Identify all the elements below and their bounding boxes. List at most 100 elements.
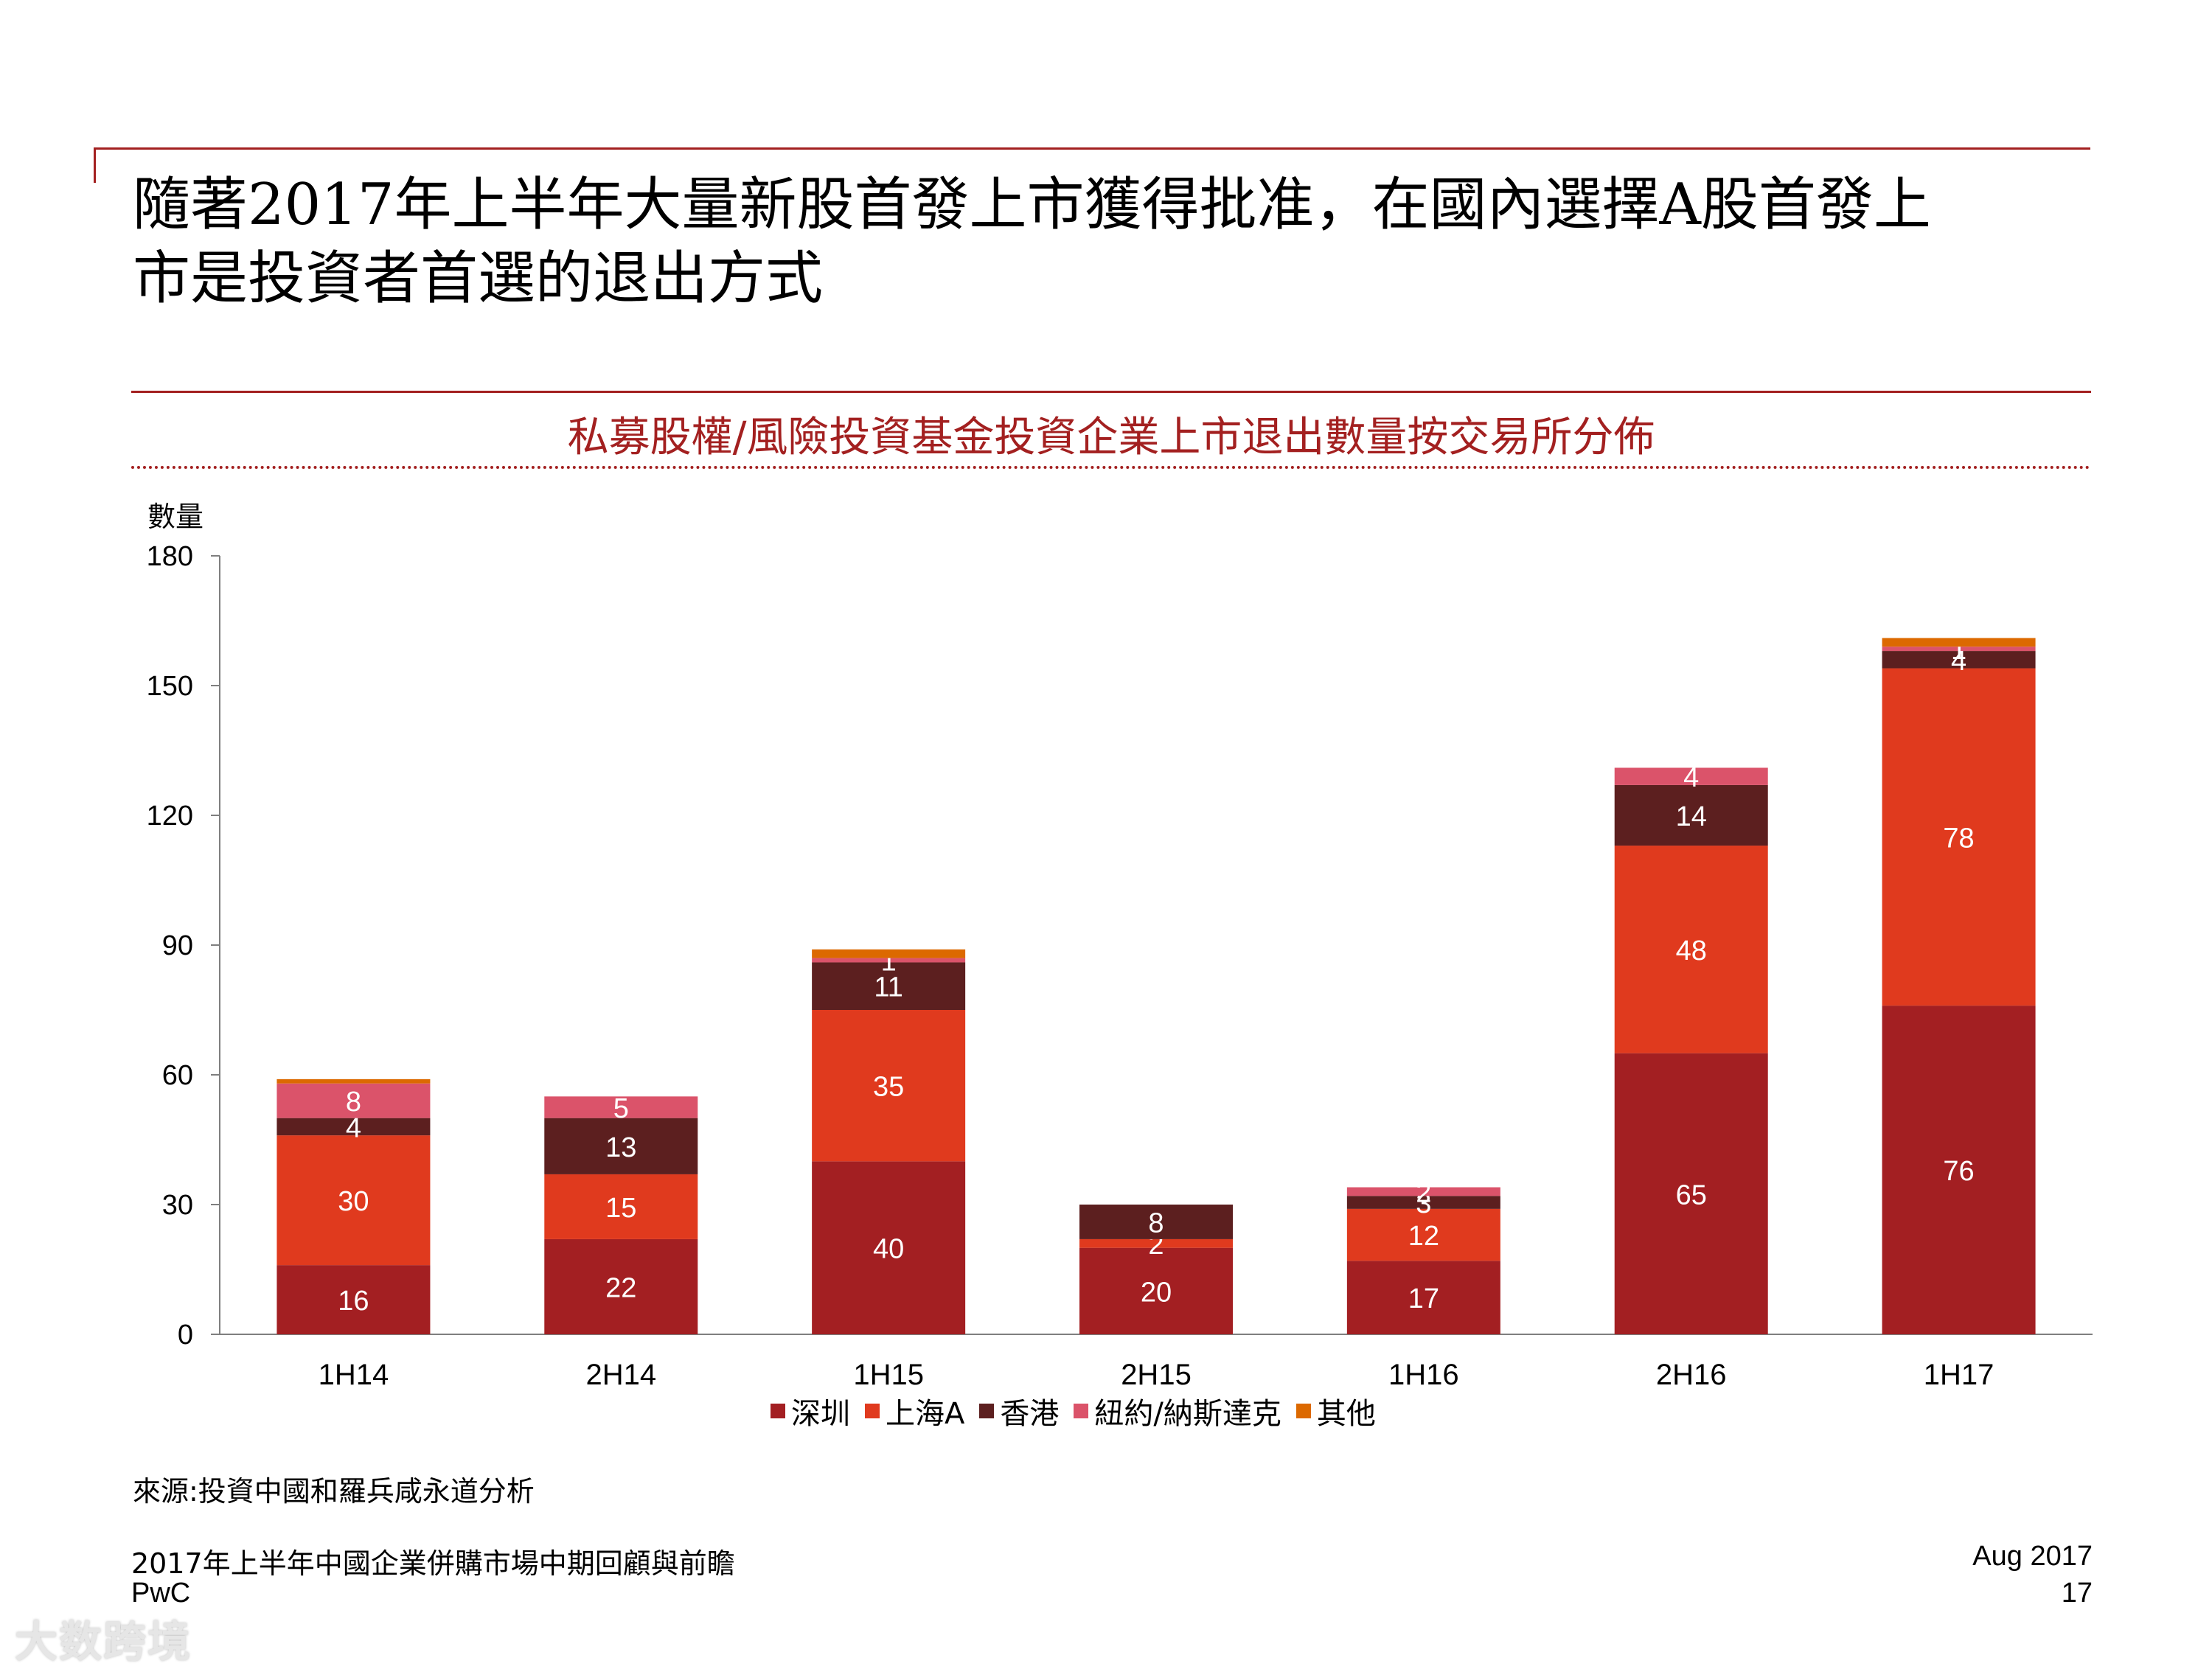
legend-swatch [771, 1404, 785, 1418]
bar-segment [1346, 1208, 1500, 1261]
data-label: 13 [605, 1132, 636, 1163]
x-tick-label: 1H17 [1924, 1359, 1994, 1391]
data-label: 15 [605, 1193, 636, 1224]
y-tick-label: 0 [178, 1320, 193, 1351]
data-label: 14 [1676, 801, 1707, 832]
y-tick-label: 60 [162, 1060, 193, 1091]
bar-segment [276, 1083, 431, 1118]
data-label: 8 [1148, 1208, 1164, 1238]
data-label: 20 [1141, 1277, 1172, 1308]
y-tick-label: 30 [162, 1190, 193, 1221]
bar-segment [812, 962, 966, 1010]
bar-segment [544, 1096, 698, 1118]
bar-segment [1882, 1006, 2036, 1334]
chart-legend: 深圳 上海A 香港 紐約/納斯達克 其他 [771, 1390, 1376, 1432]
header-rule-top [94, 147, 2090, 150]
data-label: 30 [338, 1186, 369, 1217]
data-label: 12 [1408, 1221, 1439, 1252]
bar-segment [544, 1174, 698, 1239]
legend-swatch [865, 1404, 880, 1418]
legend-item: 其他 [1295, 1390, 1376, 1432]
headline-line-1: 隨著2017年上半年大量新股首發上市獲得批准，在國內選擇A股首發上 [133, 172, 1931, 238]
bar-segment [1882, 638, 2036, 647]
data-label: 48 [1676, 935, 1707, 966]
x-tick-label: 1H15 [853, 1359, 924, 1391]
x-tick-label: 1H14 [319, 1359, 389, 1391]
footer-company: PwC [131, 1578, 191, 1609]
bar-segment [1346, 1261, 1500, 1334]
x-tick-label: 2H16 [1656, 1359, 1727, 1391]
bar-segment [1614, 846, 1768, 1053]
bar-segment [1882, 647, 2036, 652]
legend-label: 深圳 [791, 1397, 850, 1431]
y-tick-label: 150 [147, 671, 193, 702]
data-label: 4 [346, 1112, 361, 1143]
bar-segment [812, 1010, 966, 1162]
chart-title: 私募股權/風險投資基金投資企業上市退出數量按交易所分佈 [567, 414, 1655, 461]
data-label: 16 [338, 1286, 369, 1317]
data-label: 22 [605, 1272, 636, 1303]
legend-swatch [1074, 1404, 1089, 1418]
legend-label: 香港 [1000, 1397, 1060, 1431]
data-label: 2 [1416, 1177, 1431, 1208]
data-label: 35 [873, 1072, 904, 1103]
bar-segment [1614, 1053, 1768, 1334]
headline-line-2: 市是投資者首選的退出方式 [133, 245, 824, 312]
bar-segment [1614, 767, 1768, 785]
data-label: 11 [874, 972, 902, 1003]
data-label: 5 [613, 1093, 629, 1124]
data-label: 4 [1683, 762, 1699, 793]
legend-item: 上海A [865, 1390, 964, 1432]
data-label: 3 [1416, 1188, 1431, 1219]
data-label: 76 [1943, 1156, 1974, 1187]
footer-date: Aug 2017 [1972, 1541, 2093, 1572]
data-label: 8 [346, 1087, 361, 1118]
bar-segment [276, 1079, 431, 1084]
data-label: 65 [1676, 1180, 1707, 1210]
legend-label: 上海A [886, 1397, 965, 1431]
watermark-logo: 大数跨境 [15, 1617, 192, 1667]
bar-segment [276, 1135, 431, 1266]
y-tick-label: 90 [162, 930, 193, 961]
legend-label: 其他 [1316, 1397, 1376, 1431]
bar-segment [1079, 1247, 1233, 1334]
legend-swatch [1295, 1404, 1311, 1418]
data-label: 78 [1943, 823, 1974, 854]
legend-item: 香港 [979, 1390, 1059, 1432]
bar-segment [1079, 1205, 1233, 1239]
bar-segment [1614, 784, 1768, 846]
x-tick-label: 2H15 [1121, 1359, 1192, 1391]
footer-page-number: 17 [2061, 1578, 2093, 1609]
bar-segment [812, 958, 966, 963]
chart-title-dotted-rule [131, 466, 2091, 469]
bar-segment [1346, 1196, 1500, 1209]
footer-report-title: 2017年上半年中國企業併購市場中期回顧與前瞻 [131, 1547, 735, 1580]
chart-top-rule [131, 391, 2091, 393]
bar-segment [812, 1161, 966, 1334]
bar-segment [1079, 1238, 1233, 1248]
bar-segment [812, 949, 966, 958]
header-rule-left [94, 147, 96, 183]
slide-headline: 隨著2017年上半年大量新股首發上市獲得批准，在國內選擇A股首發上 市是投資者首… [133, 168, 2124, 316]
bar-segment [544, 1118, 698, 1174]
legend-swatch [979, 1404, 995, 1418]
legend-item: 深圳 [771, 1390, 850, 1432]
data-label: 4 [1951, 646, 1966, 677]
y-tick-label: 180 [147, 541, 193, 572]
y-tick-label: 120 [147, 801, 193, 832]
bar-segment [276, 1118, 431, 1136]
x-tick-label: 1H16 [1388, 1359, 1459, 1391]
source-note: 來源:投資中國和羅兵咸永道分析 [133, 1475, 535, 1508]
data-label: 17 [1408, 1283, 1439, 1314]
bar-segment [1346, 1187, 1500, 1196]
bar-segment [276, 1265, 431, 1334]
bar-segment [1882, 668, 2036, 1006]
bar-segment [544, 1238, 698, 1334]
bar-segment [1882, 651, 2036, 669]
y-axis-title: 數量 [147, 501, 204, 533]
legend-item: 紐約/納斯達克 [1074, 1390, 1281, 1432]
data-label: 40 [873, 1234, 904, 1265]
legend-label: 紐約/納斯達克 [1094, 1397, 1281, 1431]
x-tick-label: 2H14 [585, 1359, 656, 1391]
